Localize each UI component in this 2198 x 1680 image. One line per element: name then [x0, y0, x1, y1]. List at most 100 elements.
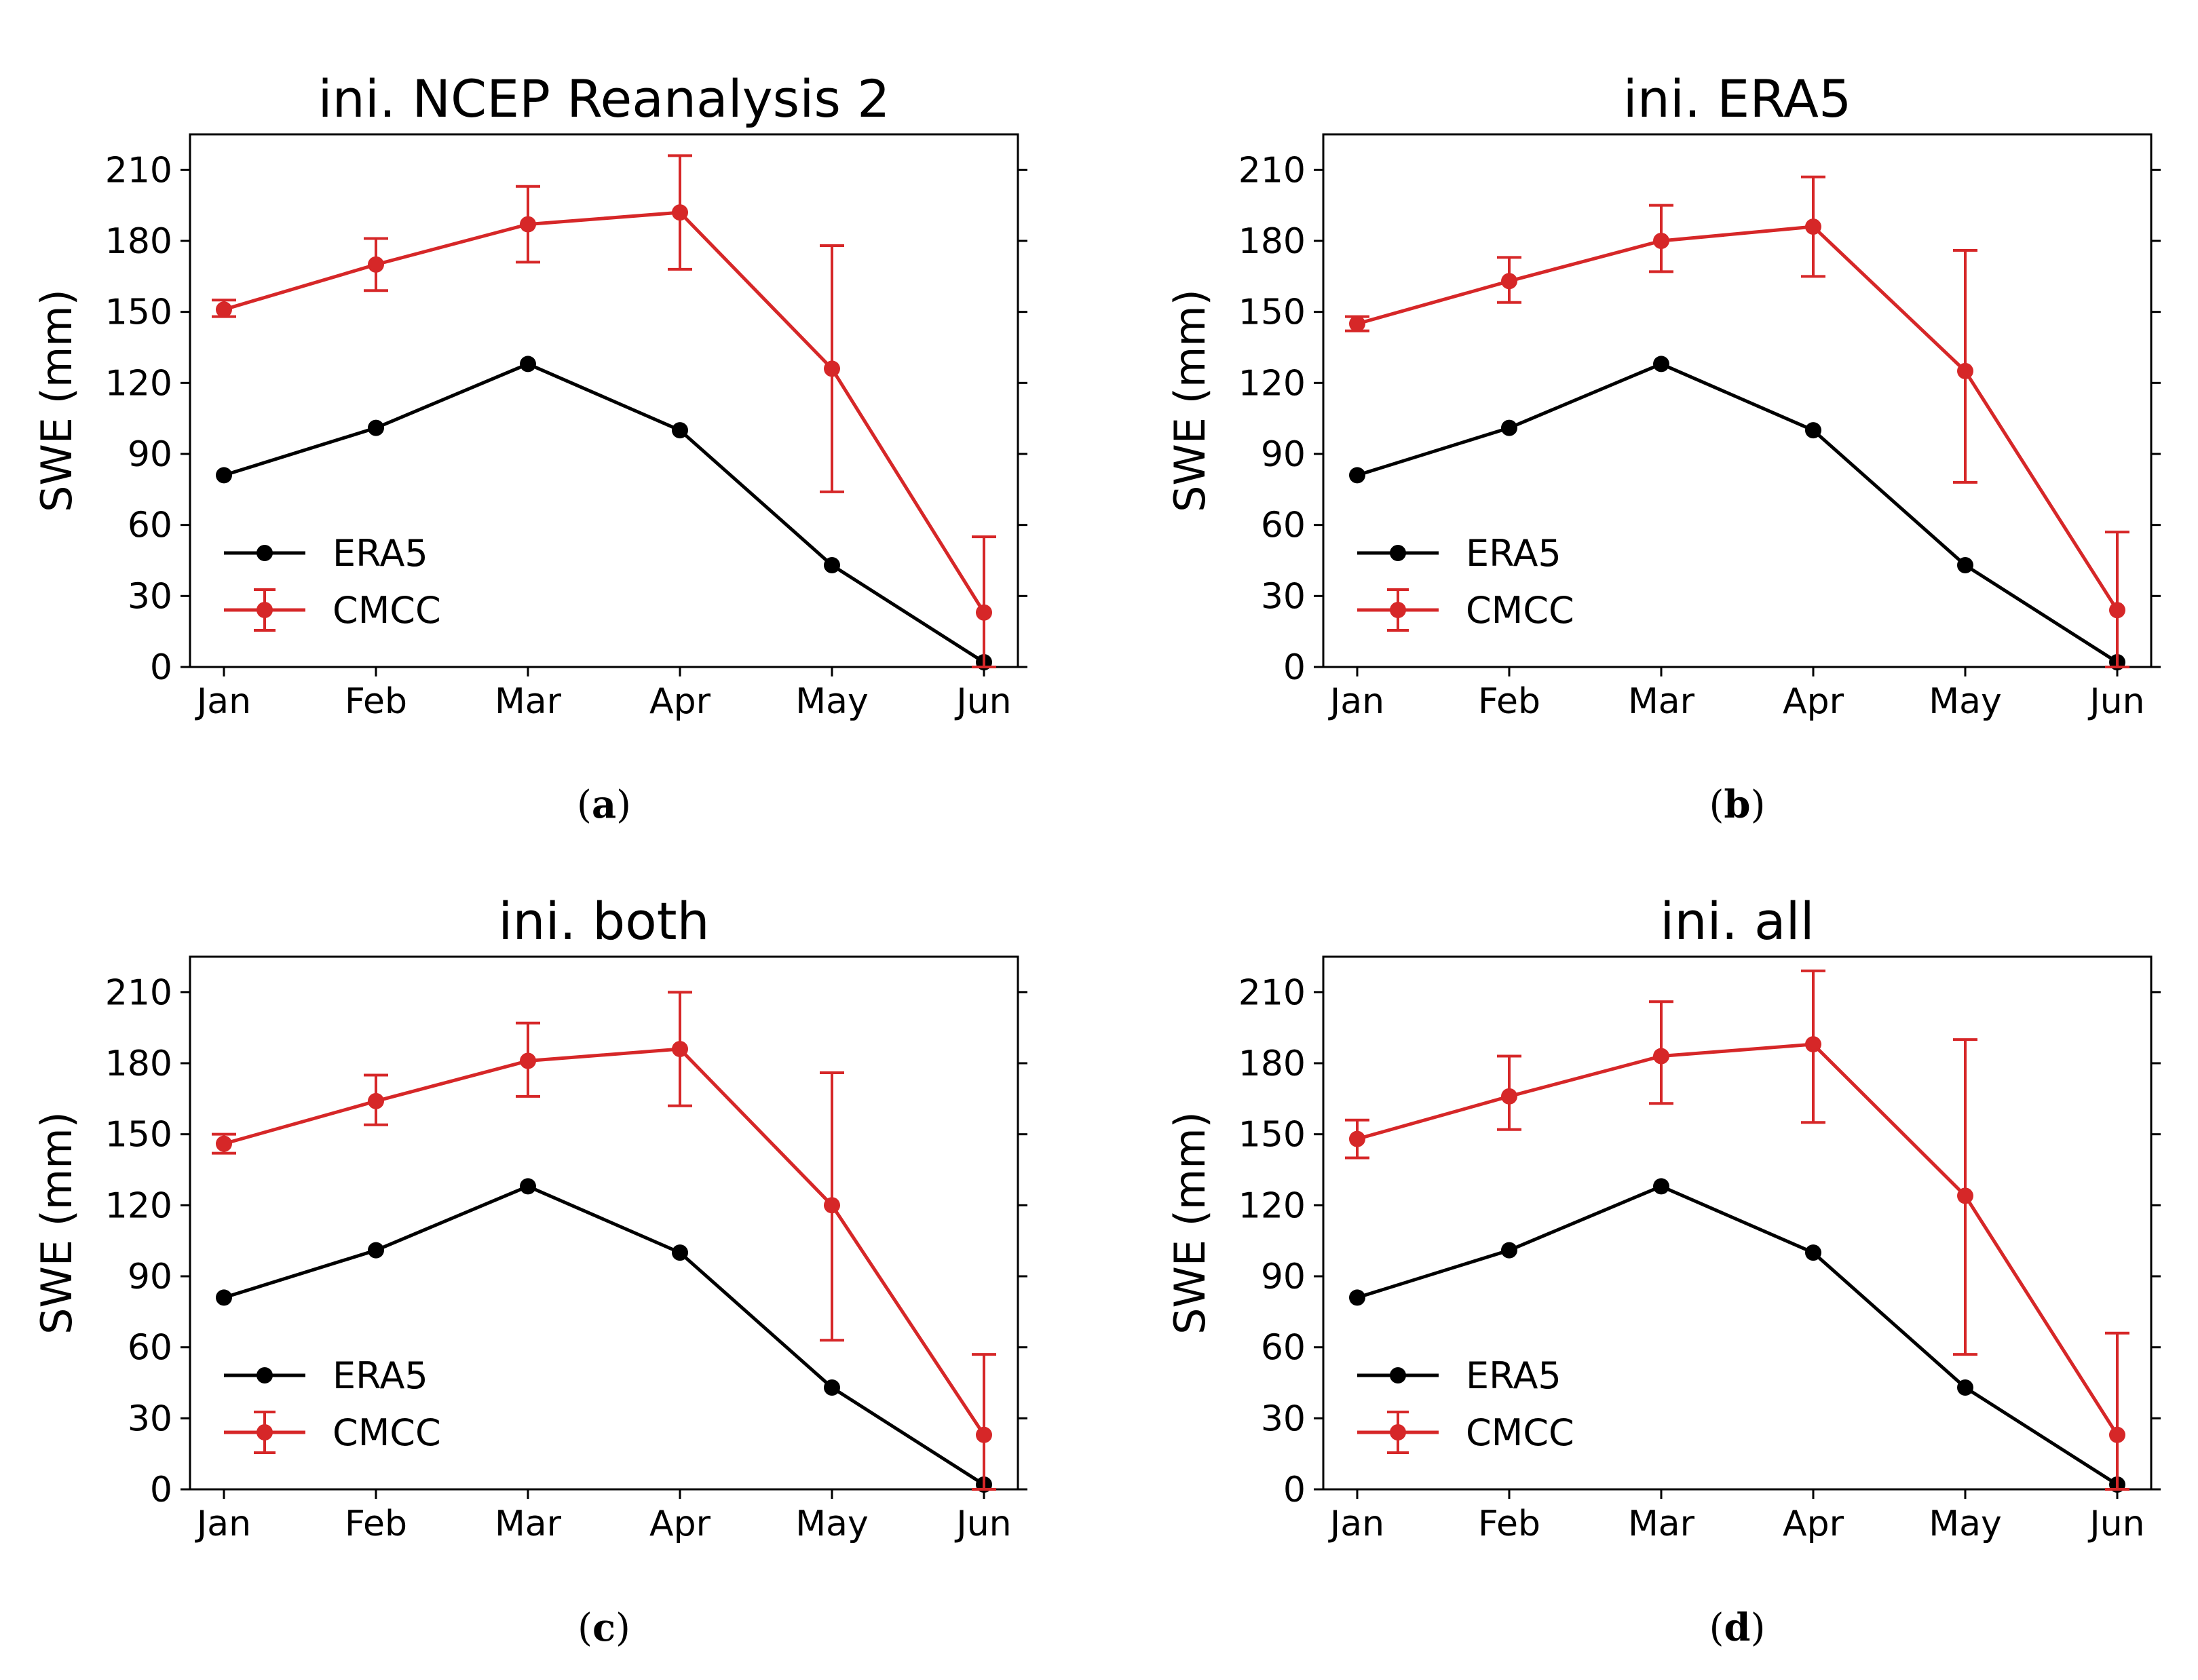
y-tick-label: 150 — [105, 292, 172, 333]
legend-marker — [1390, 1367, 1406, 1383]
panel-letter: a — [592, 782, 616, 827]
chart-panel-b: ini. ERA5 0 30 60 90 120 150 180 210 Jan Feb Mar Apr… — [1165, 69, 2161, 722]
legend-label: CMCC — [1466, 589, 1574, 632]
y-tick-label: 0 — [150, 647, 172, 688]
x-tick-label: Mar — [495, 681, 562, 722]
data-point — [1501, 1242, 1517, 1259]
x-tick-label: Jan — [195, 1504, 251, 1544]
data-point — [672, 1041, 688, 1058]
legend: ERA5 CMCC — [224, 1354, 441, 1454]
x-tick-label: Feb — [1478, 681, 1540, 722]
y-tick-label: 180 — [105, 1044, 172, 1084]
legend-label: CMCC — [1466, 1411, 1574, 1454]
series-cmcc — [212, 991, 996, 1491]
x-tick-label: Feb — [345, 1504, 407, 1544]
data-point — [520, 1178, 536, 1195]
data-point — [368, 419, 384, 436]
y-tick-label: 150 — [105, 1115, 172, 1156]
y-tick-label: 90 — [1261, 434, 1306, 475]
y-tick-label: 30 — [1261, 576, 1306, 617]
y-axis-label: SWE (mm) — [1165, 1111, 1215, 1335]
plot-frame — [1322, 133, 2153, 668]
panel-letter: b — [1724, 782, 1750, 827]
series-line — [1357, 225, 2119, 611]
data-point — [824, 1197, 840, 1214]
plot-frame — [189, 955, 1019, 1491]
y-tick-label: 120 — [1238, 363, 1306, 404]
data-point — [1653, 1048, 1669, 1065]
data-point — [1957, 1187, 1973, 1204]
data-point — [1349, 1289, 1365, 1306]
x-tick-label: Jun — [2087, 1504, 2144, 1544]
panel-letter: d — [1724, 1605, 1750, 1650]
y-tick-label: 120 — [105, 1185, 172, 1226]
series-line — [223, 210, 986, 614]
y-tick-label: 0 — [1283, 1470, 1306, 1510]
x-tick-label: May — [795, 681, 869, 722]
plot-frame — [189, 133, 1019, 668]
y-tick-label: 150 — [1238, 292, 1306, 333]
y-tick-label: 120 — [1238, 1185, 1306, 1226]
data-point — [2109, 1426, 2125, 1443]
plot-frame — [1322, 955, 2153, 1491]
data-point — [2109, 602, 2125, 619]
legend-label: CMCC — [333, 1411, 441, 1454]
data-point — [368, 1242, 384, 1259]
legend-item-cmcc: CMCC — [224, 588, 441, 632]
y-tick-label: 0 — [150, 1470, 172, 1510]
series-line — [223, 1184, 985, 1487]
data-point — [1349, 467, 1365, 484]
data-point — [1957, 362, 1973, 379]
data-point — [1653, 1178, 1669, 1195]
data-point — [976, 1426, 992, 1443]
data-point — [520, 356, 536, 373]
x-tick-label: May — [795, 1504, 869, 1544]
y-tick-label: 30 — [128, 1398, 172, 1439]
y-tick-label: 30 — [1261, 1398, 1306, 1439]
data-point — [1501, 419, 1517, 436]
x-tick-label: Feb — [1478, 1504, 1540, 1544]
series-era5 — [216, 356, 992, 671]
y-tick-label: 90 — [128, 434, 172, 475]
legend-label: ERA5 — [333, 1354, 428, 1397]
data-point — [824, 1379, 840, 1396]
data-point — [216, 1135, 232, 1152]
x-tick-label: Jun — [954, 1504, 1011, 1544]
y-tick-label: 90 — [1261, 1257, 1306, 1297]
legend-label: ERA5 — [1466, 532, 1561, 575]
x-tick-label: Jun — [2087, 681, 2144, 722]
series-era5 — [1349, 356, 2125, 671]
data-point — [216, 467, 232, 484]
legend-item-cmcc: CMCC — [1357, 588, 1574, 632]
x-tick-label: Apr — [1783, 681, 1844, 722]
data-point — [672, 422, 688, 439]
series-line — [1357, 1042, 2119, 1436]
series-cmcc — [1345, 175, 2129, 668]
data-point — [976, 604, 992, 621]
legend-item-era5: ERA5 — [224, 1354, 428, 1397]
y-tick-label: 60 — [128, 1328, 172, 1369]
legend-item-cmcc: CMCC — [1357, 1411, 1574, 1454]
legend: ERA5 CMCC — [1357, 1354, 1574, 1454]
y-tick-label: 180 — [1238, 1044, 1306, 1084]
data-point — [1349, 316, 1365, 332]
y-tick-label: 210 — [105, 972, 172, 1013]
data-point — [824, 556, 840, 573]
data-point — [1957, 1379, 1973, 1396]
panel-label: (c) — [577, 1605, 630, 1650]
x-tick-label: Mar — [1628, 681, 1695, 722]
data-point — [368, 1092, 384, 1109]
data-point — [1805, 422, 1821, 439]
x-tick-label: Apr — [649, 1504, 711, 1544]
y-tick-label: 30 — [128, 576, 172, 617]
chart-panel-c: ini. both 0 30 60 90 120 150 180 210 Jan Feb Mar Apr… — [32, 891, 1027, 1544]
legend-item-era5: ERA5 — [1357, 1354, 1561, 1397]
y-tick-label: 90 — [128, 1257, 172, 1297]
data-point — [1501, 273, 1517, 290]
legend: ERA5 CMCC — [1357, 532, 1574, 632]
data-point — [1805, 1036, 1821, 1053]
data-point — [368, 256, 384, 273]
y-tick-label: 150 — [1238, 1115, 1306, 1156]
legend-label: CMCC — [333, 589, 441, 632]
y-tick-label: 180 — [105, 221, 172, 262]
